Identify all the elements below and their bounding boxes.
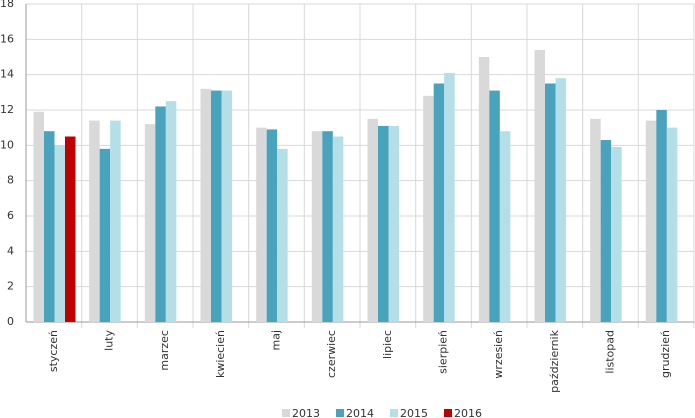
bar: [656, 110, 667, 322]
bar: [89, 120, 100, 322]
bar: [433, 83, 445, 322]
legend-swatch: [282, 409, 290, 417]
bar: [311, 131, 323, 322]
bar: [155, 106, 166, 322]
bar: [65, 136, 76, 322]
bar: [211, 90, 222, 322]
x-tick-label: lipiec: [381, 330, 394, 359]
x-tick-label: listopad: [604, 330, 617, 374]
x-tick-label: grudzień: [659, 330, 672, 378]
x-tick-label: kwiecień: [214, 330, 227, 378]
bar: [277, 148, 288, 322]
bar: [489, 90, 500, 322]
bar: [378, 125, 389, 323]
bar: [33, 111, 44, 323]
legend-swatch: [336, 409, 344, 417]
bar: [110, 120, 121, 322]
bar: [144, 124, 156, 322]
x-tick-label: sierpień: [437, 330, 450, 374]
bar: [388, 125, 399, 323]
bar: [266, 129, 278, 322]
y-tick-label: 10: [0, 138, 14, 151]
bar: [423, 95, 434, 322]
bar: [600, 140, 612, 322]
bar: [478, 57, 490, 322]
y-tick-label: 14: [0, 68, 14, 81]
legend-swatch: [390, 409, 398, 417]
bar: [555, 78, 566, 322]
x-tick-label: marzec: [158, 330, 171, 371]
y-tick-label: 16: [0, 32, 14, 45]
y-tick-label: 2: [7, 280, 14, 293]
bar: [44, 131, 55, 322]
bar: [200, 88, 211, 322]
x-tick-label: wrzesień: [492, 330, 505, 379]
bar: [256, 127, 267, 323]
y-tick-label: 0: [7, 315, 14, 328]
bar: [54, 145, 65, 322]
y-tick-label: 4: [7, 244, 14, 257]
bar: [611, 147, 622, 322]
bar: [590, 118, 601, 322]
bar: [666, 127, 678, 323]
bar: [99, 148, 111, 322]
bar: [332, 136, 344, 322]
y-tick-label: 6: [7, 209, 14, 222]
legend-label: 2016: [454, 407, 482, 418]
x-tick-label: październik: [548, 329, 561, 392]
bar: [367, 118, 378, 322]
bar: [165, 101, 177, 323]
legend-label: 2014: [346, 407, 374, 418]
legend-label: 2015: [400, 407, 428, 418]
y-tick-label: 12: [0, 103, 14, 116]
legend-label: 2013: [292, 407, 320, 418]
bar: [645, 120, 657, 322]
x-tick-label: czerwiec: [325, 330, 338, 378]
legend-swatch: [444, 409, 452, 417]
bar: [545, 83, 556, 322]
bar: [221, 90, 232, 322]
x-tick-label: styczeń: [47, 330, 60, 372]
bar: [444, 72, 455, 323]
bar: [322, 131, 333, 322]
bar: [499, 131, 511, 322]
y-tick-label: 8: [7, 174, 14, 187]
x-tick-label: maj: [270, 330, 283, 351]
bar: [534, 49, 545, 322]
y-tick-label: 18: [0, 0, 14, 10]
x-tick-label: luty: [103, 330, 116, 351]
